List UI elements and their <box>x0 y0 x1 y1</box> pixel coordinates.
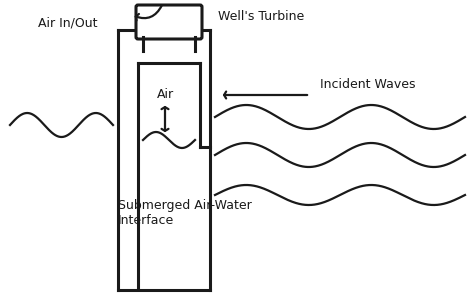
Bar <box>143 37 195 51</box>
Text: Interface: Interface <box>118 214 174 227</box>
Text: Incident Waves: Incident Waves <box>320 78 416 91</box>
Bar <box>119 31 209 289</box>
Text: Air: Air <box>156 88 173 101</box>
Text: Air In/Out: Air In/Out <box>38 17 98 30</box>
FancyBboxPatch shape <box>136 5 202 39</box>
Text: Well's Turbine: Well's Turbine <box>218 11 304 24</box>
Text: Submerged Air-Water: Submerged Air-Water <box>118 199 252 212</box>
Bar <box>139 61 199 288</box>
